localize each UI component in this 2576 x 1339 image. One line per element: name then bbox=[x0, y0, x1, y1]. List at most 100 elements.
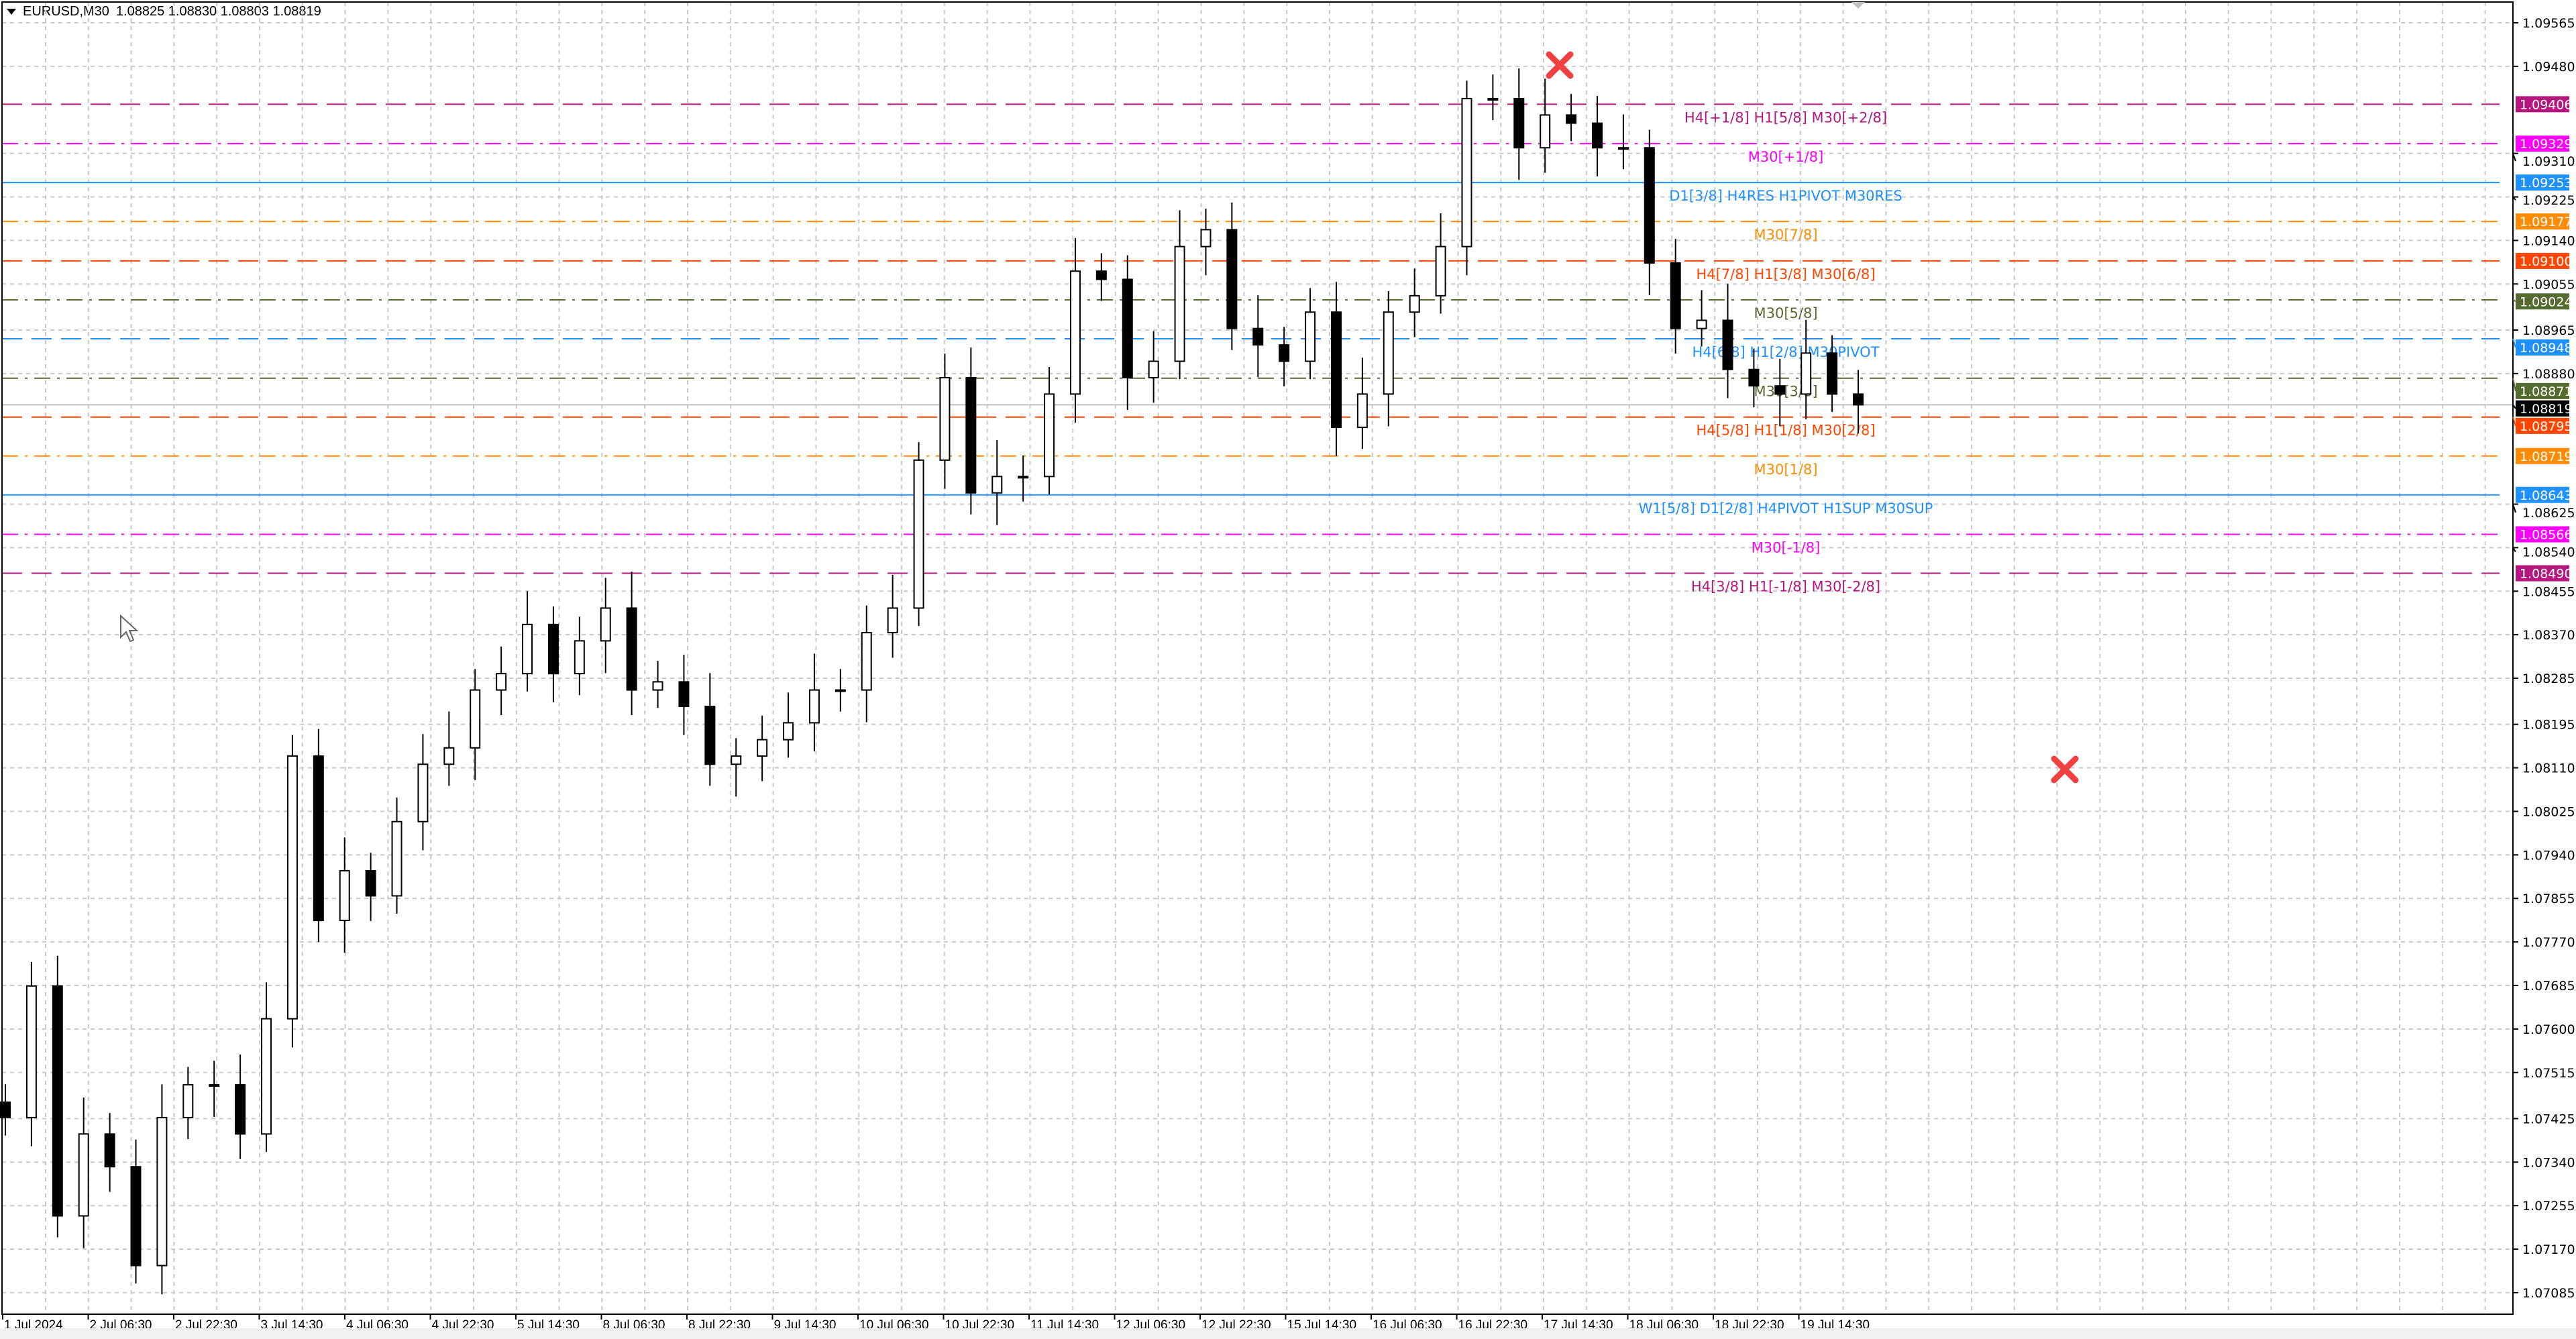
label-leader bbox=[2512, 196, 2516, 201]
candle-body bbox=[913, 459, 924, 609]
candle-body bbox=[391, 820, 402, 897]
level-price-tag: 1.09406 bbox=[2520, 97, 2573, 112]
candle-body bbox=[574, 640, 585, 675]
candle-body bbox=[1122, 278, 1133, 378]
level-label: W1[5/8] D1[2/8] H4PIVOT H1SUP M30SUP bbox=[1639, 500, 1933, 517]
candle-body bbox=[1748, 368, 1760, 387]
candle-body bbox=[1252, 327, 1264, 346]
candle-body bbox=[1670, 262, 1681, 329]
y-tick-label: 1.07515 bbox=[2522, 1066, 2575, 1081]
level-price-tag-bg bbox=[2516, 447, 2569, 464]
candle-body bbox=[1069, 270, 1081, 395]
label-leader bbox=[2512, 299, 2516, 303]
candle-body bbox=[1356, 393, 1368, 429]
y-tick-label: 1.08195 bbox=[2522, 718, 2575, 733]
level-label: M30[+1/8] bbox=[1748, 149, 1824, 165]
level-price-tag: 1.08566 bbox=[2520, 528, 2573, 543]
y-tick-label: 1.08285 bbox=[2522, 672, 2575, 686]
candle-body bbox=[1722, 319, 1733, 370]
candle-body bbox=[1018, 476, 1029, 479]
candle-body bbox=[939, 376, 951, 461]
candle-body bbox=[130, 1166, 142, 1267]
level-label: H4[5/8] H1[1/8] M30[2/8] bbox=[1696, 423, 1875, 439]
candle-body bbox=[1774, 385, 1786, 395]
candle-body bbox=[1174, 246, 1185, 362]
y-tick-label: 1.09225 bbox=[2522, 193, 2575, 208]
y-tick-label: 1.07770 bbox=[2522, 935, 2575, 950]
cross-marker-icon bbox=[1546, 51, 1574, 79]
y-tick-label: 1.08370 bbox=[2522, 628, 2575, 643]
candle-body bbox=[1566, 114, 1577, 124]
y-tick-label: 1.07085 bbox=[2522, 1286, 2575, 1301]
candle-body bbox=[887, 607, 898, 634]
level-label: H4[3/8] H1[-1/8] M30[-2/8] bbox=[1691, 579, 1880, 595]
y-tick-label: 1.09310 bbox=[2522, 154, 2575, 169]
current-price-tag: 1.08819 bbox=[2520, 402, 2573, 417]
symbol-label: EURUSD,M30 bbox=[23, 4, 109, 19]
level-price-tag: 1.08719 bbox=[2520, 449, 2573, 464]
candle-body bbox=[783, 722, 794, 741]
level-price-tag-bg bbox=[2516, 382, 2569, 399]
label-leader bbox=[2512, 338, 2516, 348]
candle-body bbox=[1330, 311, 1342, 429]
candle-body bbox=[1540, 114, 1551, 149]
candle-body bbox=[1200, 229, 1212, 248]
candle-body bbox=[1617, 147, 1629, 150]
scroll-marker-icon bbox=[1851, 2, 1865, 9]
y-tick-label: 1.08540 bbox=[2522, 545, 2575, 560]
candle-body bbox=[600, 607, 611, 642]
y-tick-label: 1.07255 bbox=[2522, 1199, 2575, 1214]
candle-body bbox=[1435, 246, 1446, 297]
triangle-down-icon[interactable] bbox=[7, 9, 16, 15]
candle-body bbox=[965, 376, 977, 494]
candle-body bbox=[757, 739, 768, 757]
level-label: H4[+1/8] H1[5/8] M30[+2/8] bbox=[1684, 109, 1887, 125]
level-price-tag: 1.08643 bbox=[2520, 488, 2573, 503]
y-tick-label: 1.08965 bbox=[2522, 323, 2575, 338]
level-price-tag-bg bbox=[2516, 293, 2569, 310]
level-label: M30[7/8] bbox=[1754, 227, 1817, 243]
level-label: H4[6/8] H1[2/8] M30PIVOT bbox=[1692, 344, 1879, 360]
y-tick-label: 1.09140 bbox=[2522, 233, 2575, 248]
level-price-tag-bg bbox=[2516, 174, 2569, 191]
candle-body bbox=[417, 763, 429, 822]
y-tick-label: 1.07855 bbox=[2522, 892, 2575, 906]
chart-border bbox=[1, 1, 2514, 1315]
level-price-tag: 1.09329 bbox=[2520, 137, 2573, 152]
label-leader bbox=[2512, 504, 2516, 513]
chart-title: EURUSD,M30 1.08825 1.08830 1.08803 1.088… bbox=[7, 4, 321, 19]
y-tick-label: 1.08880 bbox=[2522, 367, 2575, 382]
label-leader bbox=[2512, 153, 2516, 162]
candle-body bbox=[1305, 311, 1316, 362]
candle-body bbox=[25, 985, 37, 1118]
candle-body bbox=[261, 1018, 272, 1135]
y-tick-label: 1.07170 bbox=[2522, 1242, 2575, 1257]
y-tick-label: 1.07685 bbox=[2522, 979, 2575, 994]
candle-body bbox=[365, 870, 376, 897]
candle-body bbox=[156, 1116, 168, 1267]
candle-body bbox=[861, 632, 872, 691]
candle-body bbox=[1487, 97, 1499, 101]
candle-body bbox=[835, 689, 846, 692]
level-price-tag-bg bbox=[2516, 252, 2569, 269]
candle-body bbox=[1279, 344, 1290, 362]
y-tick-label: 1.08110 bbox=[2522, 761, 2575, 776]
candle-body bbox=[339, 870, 350, 922]
candle-body bbox=[1853, 393, 1864, 406]
current-price-tag-bg bbox=[2516, 400, 2569, 417]
candle-body bbox=[522, 623, 533, 675]
candle-body bbox=[731, 755, 742, 765]
candle-body bbox=[470, 689, 481, 749]
candle-body bbox=[1461, 97, 1472, 248]
level-label: D1[3/8] H4RES H1PIVOT M30RES bbox=[1669, 188, 1902, 204]
level-price-tag: 1.09100 bbox=[2520, 254, 2573, 269]
level-price-tag-bg bbox=[2516, 136, 2569, 152]
level-price-tag-bg bbox=[2516, 486, 2569, 503]
level-price-tag-bg bbox=[2516, 339, 2569, 356]
level-price-tag: 1.09177 bbox=[2520, 215, 2573, 229]
y-tick-label: 1.09480 bbox=[2522, 60, 2575, 74]
candle-body bbox=[626, 607, 637, 691]
label-leader bbox=[2512, 378, 2516, 392]
candle-body bbox=[1095, 270, 1107, 280]
